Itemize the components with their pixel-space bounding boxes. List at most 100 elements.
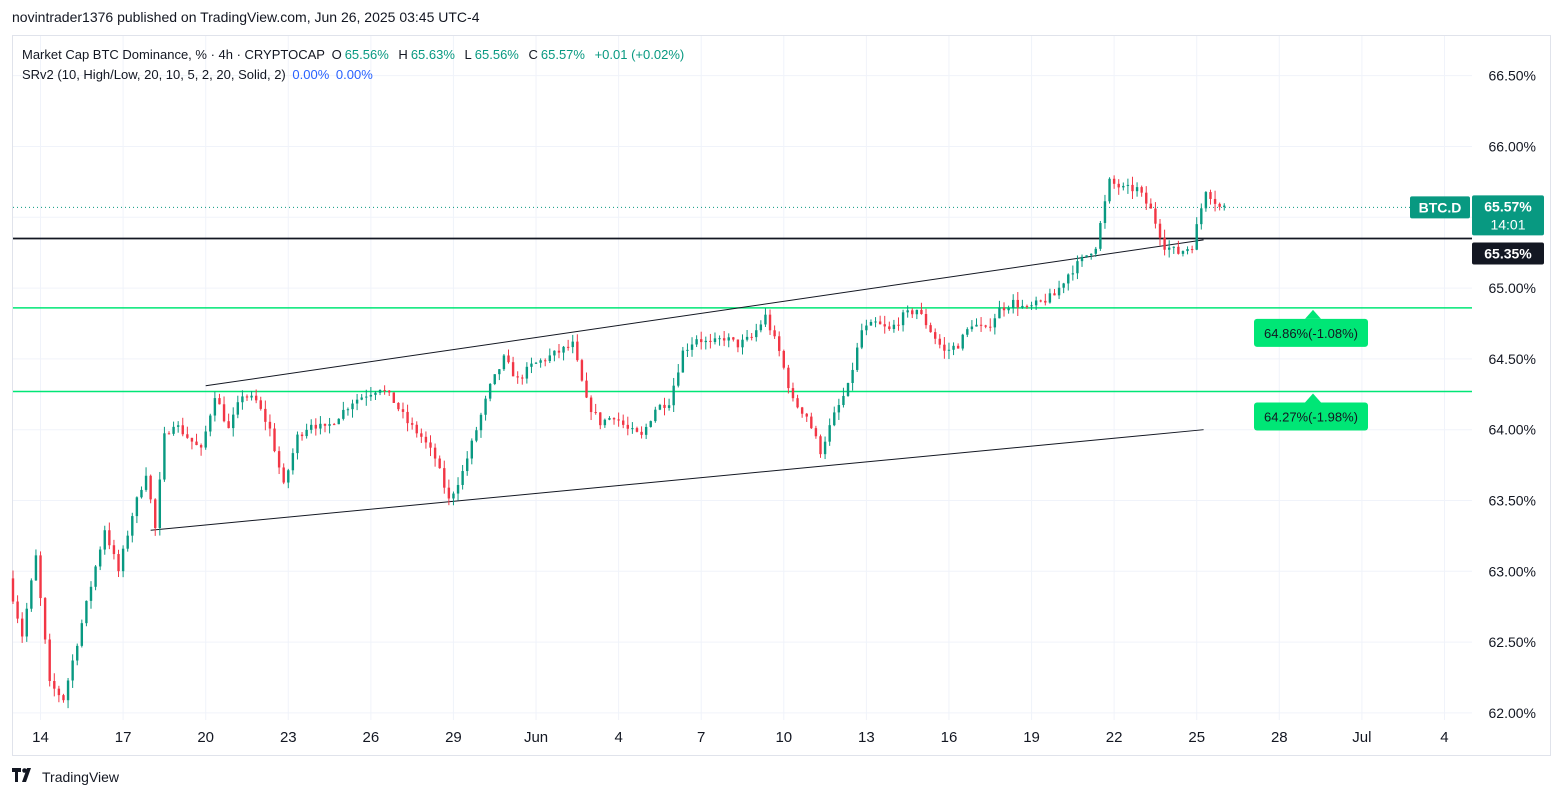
candle-body <box>539 360 542 363</box>
symbol-badge <box>1410 196 1470 219</box>
support-label-box <box>1254 402 1368 431</box>
legend-row-indicator[interactable]: SRv2 (10, High/Low, 20, 10, 5, 2, 20, So… <box>22 65 687 85</box>
candle-body <box>1167 247 1171 250</box>
candle-body <box>686 349 689 351</box>
candle-body <box>800 407 804 414</box>
candle-body <box>369 394 373 397</box>
legend-symbol: Market Cap BTC Dominance, % · 4h · CRYPT… <box>22 47 325 62</box>
candle-body <box>1016 299 1019 308</box>
x-tick-label: 22 <box>1106 729 1123 746</box>
candle-body <box>585 380 588 398</box>
footer: TradingView <box>12 768 119 786</box>
candle-body <box>943 344 946 351</box>
candle-body <box>498 369 501 375</box>
candle-body <box>213 398 217 416</box>
candle-body <box>860 330 863 348</box>
candle-body <box>594 412 597 414</box>
candle-body <box>700 339 703 343</box>
candle-body <box>947 349 951 351</box>
candle-body <box>48 639 51 682</box>
candle-body <box>71 660 74 681</box>
candle-body <box>337 418 340 425</box>
candle-body <box>952 345 955 350</box>
last-price-badge <box>1472 195 1544 236</box>
candle-body <box>856 347 859 370</box>
candle-body <box>502 355 506 370</box>
candle-body <box>759 324 763 331</box>
candle-body <box>722 338 726 341</box>
x-tick-label: 16 <box>941 729 958 746</box>
candle-body <box>589 397 593 413</box>
candle-body <box>383 390 386 392</box>
candle-body <box>672 385 675 406</box>
candle-body <box>865 325 868 331</box>
candle-body <box>1062 283 1065 288</box>
candle-body <box>828 425 831 442</box>
candle-body <box>1011 299 1015 309</box>
candle-body <box>548 355 552 361</box>
candle-body <box>622 420 625 425</box>
candle-body <box>557 350 561 353</box>
candle-body <box>576 341 579 361</box>
candle-body <box>310 424 313 430</box>
candle-body <box>837 405 841 413</box>
support-level-label: 64.27%(-1.98%) <box>1264 409 1358 424</box>
candle-body <box>603 419 607 426</box>
candle-body <box>273 428 276 452</box>
candle-body <box>131 516 134 536</box>
candle-body <box>778 336 781 351</box>
candle-body <box>190 437 194 442</box>
x-tick-label: 7 <box>697 729 705 746</box>
candle-body <box>1080 256 1084 262</box>
candle-body <box>332 424 336 426</box>
x-axis: 14 17 20 23 26 29 Jun 4 7 10 13 16 19 22 25 28 Jul 4 <box>32 729 1448 746</box>
candle-body <box>745 336 749 340</box>
candle-body <box>39 555 42 599</box>
legend-low-label: L <box>464 47 472 62</box>
candle-body <box>970 326 974 330</box>
candle-body <box>704 340 707 343</box>
candle-body <box>851 369 854 384</box>
candle-body <box>956 345 960 349</box>
candle-body <box>11 578 15 602</box>
y-tick-label: 62.50% <box>1489 634 1536 650</box>
candle-body <box>1218 203 1221 207</box>
candle-body <box>897 324 900 326</box>
candle-body <box>901 312 905 326</box>
candle-body <box>176 425 180 427</box>
candle-body <box>525 366 529 379</box>
candle-body <box>410 423 414 425</box>
candle-body <box>1195 224 1198 250</box>
candle-body <box>1122 185 1125 188</box>
candle-body <box>608 418 611 420</box>
candle-body <box>1108 178 1111 202</box>
x-tick-label: Jul <box>1352 729 1371 746</box>
y-tick-label: 63.00% <box>1489 563 1536 579</box>
candle-body <box>1025 305 1029 307</box>
candle-body <box>401 409 405 412</box>
candle-body <box>195 441 198 446</box>
candle-body <box>1149 203 1153 209</box>
candle-body <box>649 421 652 427</box>
x-tick-label: 14 <box>32 729 49 746</box>
candle-body <box>112 545 116 555</box>
candle-body <box>1002 307 1006 311</box>
candle-body <box>732 337 735 340</box>
candle-body <box>1223 205 1226 207</box>
candle-body <box>149 475 152 500</box>
candle-body <box>232 414 235 429</box>
candle-body <box>199 445 203 448</box>
legend-indicator-value-2: 0.00% <box>335 67 373 82</box>
candle-body <box>617 419 620 421</box>
x-tick-label: 29 <box>445 729 462 746</box>
candle-body <box>768 314 772 331</box>
candle-body <box>397 402 400 410</box>
candle-body <box>314 424 318 429</box>
candle-body <box>80 623 84 646</box>
candle-body <box>566 346 570 348</box>
legend-close-label: C <box>528 47 538 62</box>
candle-body <box>222 404 226 422</box>
candle-body <box>1085 255 1088 257</box>
candle-body <box>218 398 221 405</box>
